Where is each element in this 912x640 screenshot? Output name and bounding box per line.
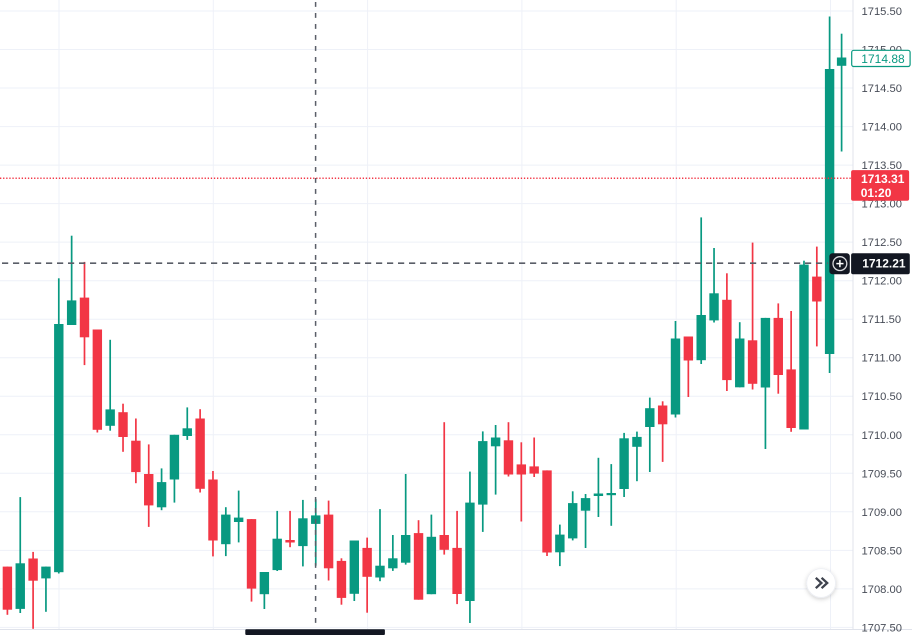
svg-text:1714.50: 1714.50 — [862, 83, 902, 95]
svg-text:1714.88: 1714.88 — [861, 52, 905, 66]
svg-text:1709.00: 1709.00 — [862, 507, 902, 519]
svg-text:1710.00: 1710.00 — [862, 430, 902, 442]
svg-text:1714.00: 1714.00 — [862, 122, 902, 134]
svg-text:1713.31: 1713.31 — [861, 172, 905, 186]
svg-text:1712.00: 1712.00 — [862, 276, 902, 288]
svg-text:1712.21: 1712.21 — [862, 257, 906, 271]
svg-text:1707.50: 1707.50 — [862, 622, 902, 634]
svg-text:1711.50: 1711.50 — [862, 314, 902, 326]
svg-text:1713.00: 1713.00 — [862, 199, 902, 211]
svg-text:1715.50: 1715.50 — [862, 6, 902, 18]
svg-text:1713.50: 1713.50 — [862, 160, 902, 172]
svg-text:1712.50: 1712.50 — [862, 237, 902, 249]
svg-text:1711.00: 1711.00 — [862, 353, 902, 365]
svg-text:01:20: 01:20 — [861, 186, 892, 200]
svg-text:1708.50: 1708.50 — [862, 545, 902, 557]
svg-text:1710.50: 1710.50 — [862, 391, 902, 403]
svg-text:1709.50: 1709.50 — [862, 468, 902, 480]
svg-text:1708.00: 1708.00 — [862, 584, 902, 596]
